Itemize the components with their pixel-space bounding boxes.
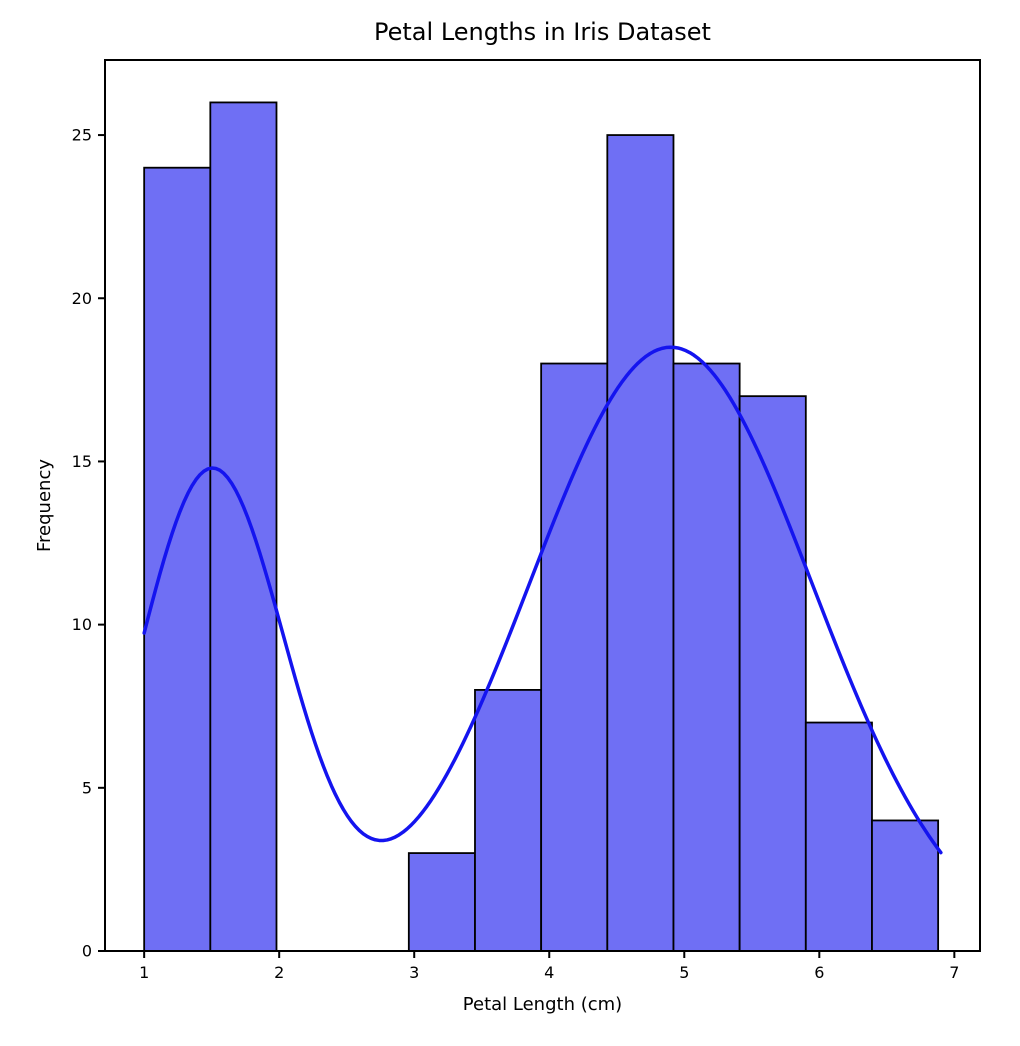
- histogram-bar: [210, 102, 276, 951]
- y-tick-label: 15: [72, 452, 92, 471]
- histogram-bar: [872, 820, 938, 951]
- y-tick-label: 20: [72, 289, 92, 308]
- y-axis-label: Frequency: [34, 459, 55, 552]
- x-tick-label: 7: [949, 963, 959, 982]
- x-tick-label: 2: [274, 963, 284, 982]
- histogram-bar: [475, 690, 541, 951]
- y-tick-label: 5: [82, 778, 92, 797]
- histogram-bar: [144, 168, 210, 951]
- x-tick-label: 6: [814, 963, 824, 982]
- histogram-bar: [409, 853, 475, 951]
- chart-container: Petal Lengths in Iris Dataset 1 2 3 4 5 6 7 0 5 10…: [0, 0, 1020, 1046]
- histogram-bar: [673, 364, 739, 951]
- x-tick-label: 4: [544, 963, 554, 982]
- histogram-bar: [806, 723, 872, 951]
- histogram-bar: [740, 396, 806, 951]
- y-tick-label: 0: [82, 942, 92, 961]
- chart-title: Petal Lengths in Iris Dataset: [374, 18, 711, 46]
- histogram-chart: Petal Lengths in Iris Dataset 1 2 3 4 5 6 7 0 5 10…: [0, 0, 1020, 1046]
- y-tick-label: 25: [72, 126, 92, 145]
- histogram-bar: [541, 364, 607, 951]
- histogram-bar: [607, 135, 673, 951]
- x-tick-label: 3: [409, 963, 419, 982]
- y-tick-label: 10: [72, 615, 92, 634]
- x-tick-label: 1: [139, 963, 149, 982]
- x-axis-label: Petal Length (cm): [463, 994, 622, 1015]
- x-tick-label: 5: [679, 963, 689, 982]
